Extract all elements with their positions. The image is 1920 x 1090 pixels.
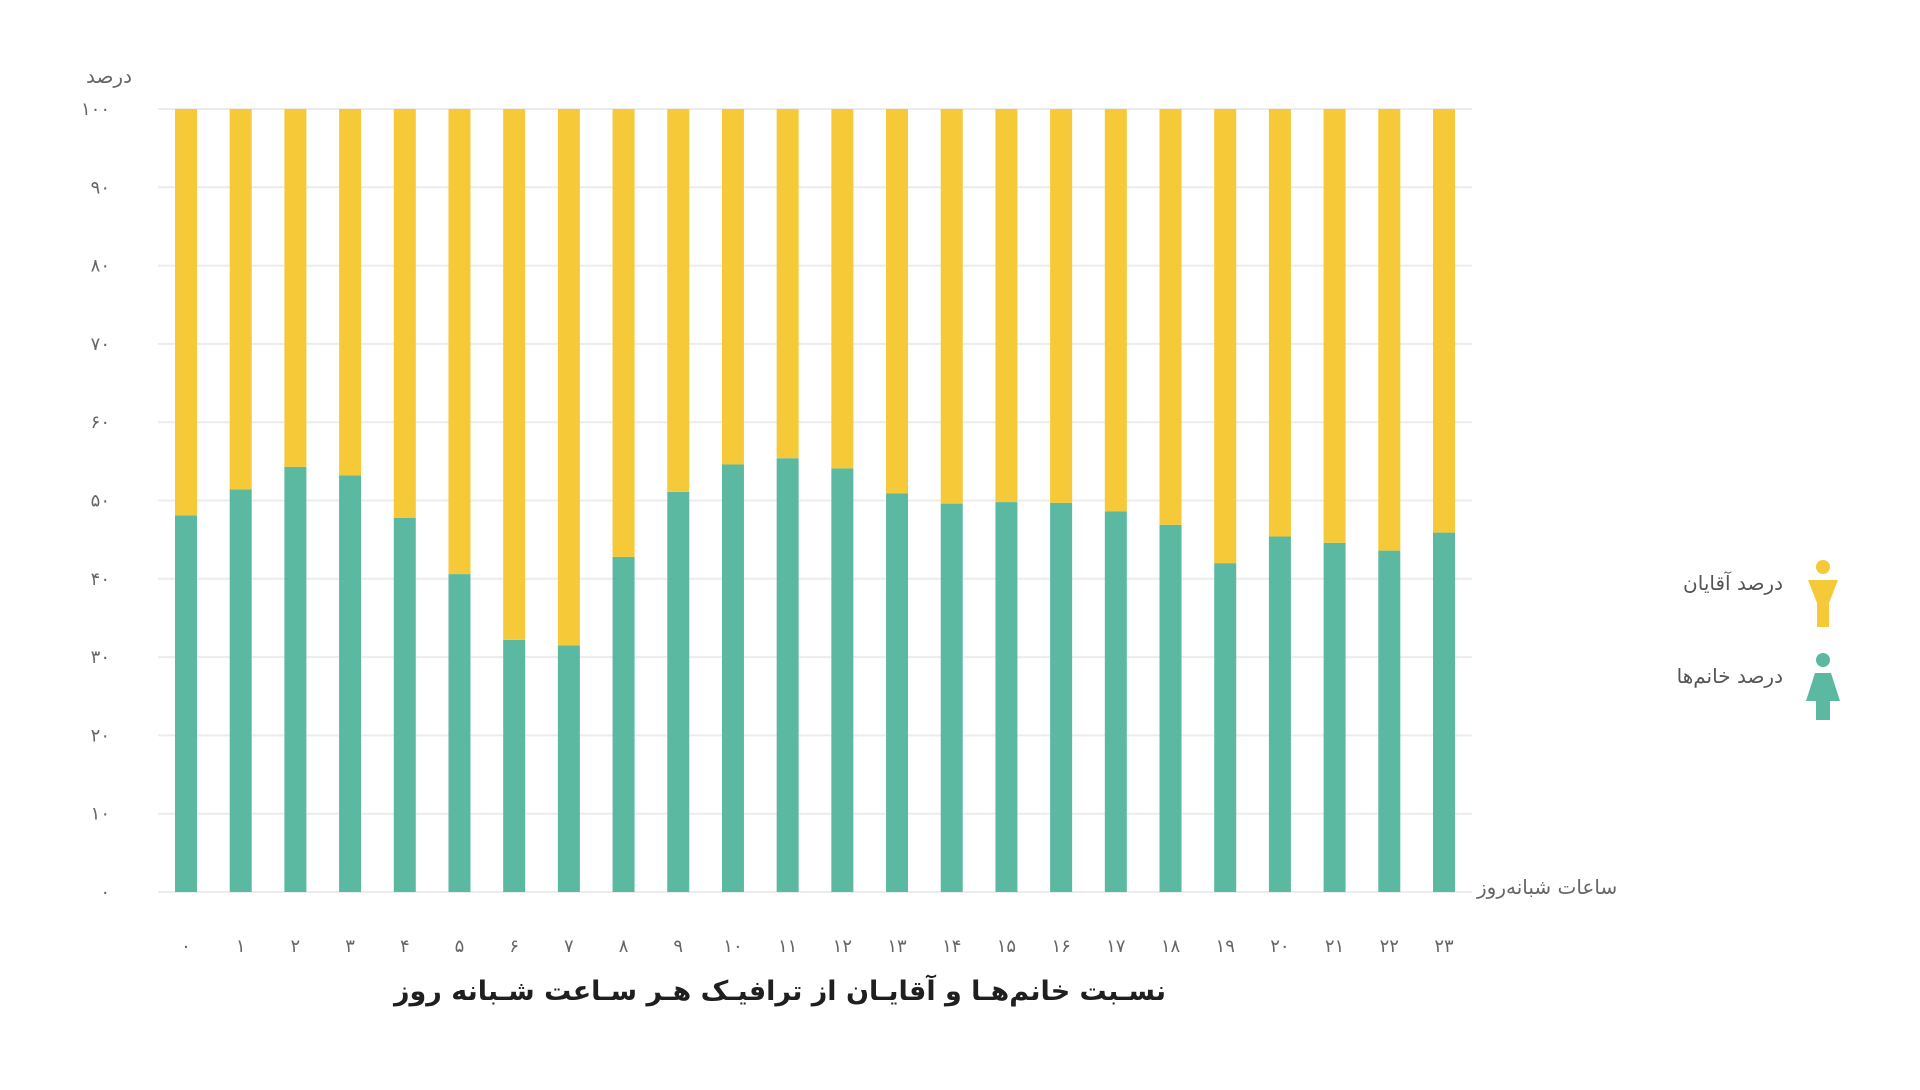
x-tick-label: ۰ [181,936,191,957]
legend-item-men: درصد آقایان [1683,560,1838,627]
bar-segment-women [1323,542,1346,892]
x-tick-label: ۱۶ [1051,936,1070,957]
y-tick-label: ۱۰ [91,804,110,825]
bar-segment-women [776,458,799,892]
legend: درصد آقایان درصد خانم‌ها [1677,560,1840,720]
x-tick-label: ۵ [455,936,465,957]
x-tick-label: ۲۲ [1380,936,1399,957]
x-tick-label: ۱ [236,936,246,957]
x-tick-label: ۳ [345,936,355,957]
x-tick-label: ۱۷ [1106,936,1126,957]
bar-segment-men [393,109,416,518]
bar-segment-men [1433,109,1455,533]
bar-segment-men [612,109,635,557]
bar-segment-women [448,574,471,892]
x-tick-label: ۱۵ [997,936,1016,957]
bar-segment-women [339,475,362,892]
y-axis-ticks: ۰ ۱۰ ۲۰ ۳۰ ۴۰ ۵۰ ۶۰ ۷۰ ۸۰ ۹۰ ۱۰۰ [81,99,110,903]
bar-segment-men [1159,109,1182,525]
bar-segment-women [831,468,854,892]
bar-segment-men [339,109,362,476]
bar-segment-men [886,109,909,494]
x-tick-label: ۲۰ [1270,936,1289,957]
bar-segment-women [393,517,416,892]
bar-segment-men [1268,109,1291,537]
legend-label-men: درصد آقایان [1683,570,1783,595]
bar-segment-women [612,556,635,892]
x-tick-label: ۹ [673,936,683,957]
y-tick-label: ۹۰ [91,177,110,198]
bar-segment-men [557,109,580,646]
y-tick-label: ۳۰ [91,647,110,668]
bar-segment-women [1159,524,1182,892]
bar-segment-men [448,109,471,575]
bar-segment-women [1050,502,1073,892]
y-tick-label: ۴۰ [91,569,110,590]
y-tick-label: ۰ [100,882,110,903]
bar-segment-men [175,109,197,516]
bar-segment-men [1214,109,1237,564]
x-tick-label: ۱۸ [1161,936,1181,957]
bar-segment-women [557,645,580,892]
bar-segment-men [940,109,963,504]
bar-segment-men [1378,109,1401,551]
x-axis-label: ساعات شبانه‌روز [1476,875,1617,899]
bar-segment-men [229,109,252,490]
bar-segment-men [831,109,854,469]
x-tick-label: ۱۲ [833,936,852,957]
bar-segment-women [284,466,307,892]
bar-segment-women [1104,511,1127,892]
y-tick-label: ۵۰ [91,491,110,512]
x-tick-label: ۱۳ [887,936,907,957]
x-tick-label: ۲۳ [1434,936,1454,957]
bar-segment-women [1214,563,1237,892]
bar-segment-men [1050,109,1073,503]
bar-segment-men [1323,109,1346,543]
x-axis-ticks: ۰ ۱ ۲ ۳ ۴ ۵ ۶ ۷ ۸ ۹ ۱۰ ۱۱ ۱۲ ۱۳ ۱۴ ۱۵ ۱۶ ۱۷ ۱۸ ۱۹ ۲۰ ۲۱ ۲۲ ۲۳ [181,936,1454,957]
x-tick-label: ۸ [619,936,629,957]
bar-segment-women [503,639,526,892]
x-tick-label: ۷ [564,936,574,957]
y-tick-label: ۶۰ [91,412,110,433]
bar-segment-women [940,503,963,892]
legend-item-women: درصد خانم‌ها [1677,653,1840,720]
bar-segment-men [995,109,1018,503]
man-icon [1808,560,1838,627]
bar-segment-women [175,515,197,892]
bar-segment-women [886,493,909,892]
bar-segment-women [1433,532,1455,892]
bar-segment-women [1268,536,1291,892]
bar-segment-men [667,109,690,492]
bar-segment-women [667,491,690,892]
bar-segment-women [721,464,744,892]
y-tick-label: ۷۰ [91,334,110,355]
bars [175,109,1455,892]
bar-segment-women [229,489,252,892]
x-tick-label: ۶ [509,936,519,957]
bar-segment-men [503,109,526,640]
x-tick-label: ۱۹ [1216,936,1235,957]
y-tick-label: ۲۰ [91,725,110,746]
y-tick-label: ۱۰۰ [81,99,110,120]
x-tick-label: ۱۴ [942,936,961,957]
x-tick-label: ۱۱ [778,936,797,957]
y-tick-label: ۸۰ [91,256,110,277]
x-tick-label: ۴ [400,936,410,957]
bar-segment-men [721,109,744,465]
bar-segment-men [1104,109,1127,512]
y-axis-label: درصد [86,64,132,88]
legend-label-women: درصد خانم‌ها [1677,664,1783,688]
gridlines [158,108,1472,893]
woman-icon [1806,653,1840,720]
x-tick-label: ۲ [291,936,301,957]
x-tick-label: ۲۱ [1325,936,1344,957]
chart-title: نسـبت خانم‌هـا و آقایـان از ترافیـک هـر … [392,974,1166,1007]
x-tick-label: ۱۰ [723,936,742,957]
bar-segment-men [284,109,307,467]
bar-segment-women [1378,550,1401,892]
bar-segment-women [995,502,1018,892]
bar-segment-men [776,109,799,459]
